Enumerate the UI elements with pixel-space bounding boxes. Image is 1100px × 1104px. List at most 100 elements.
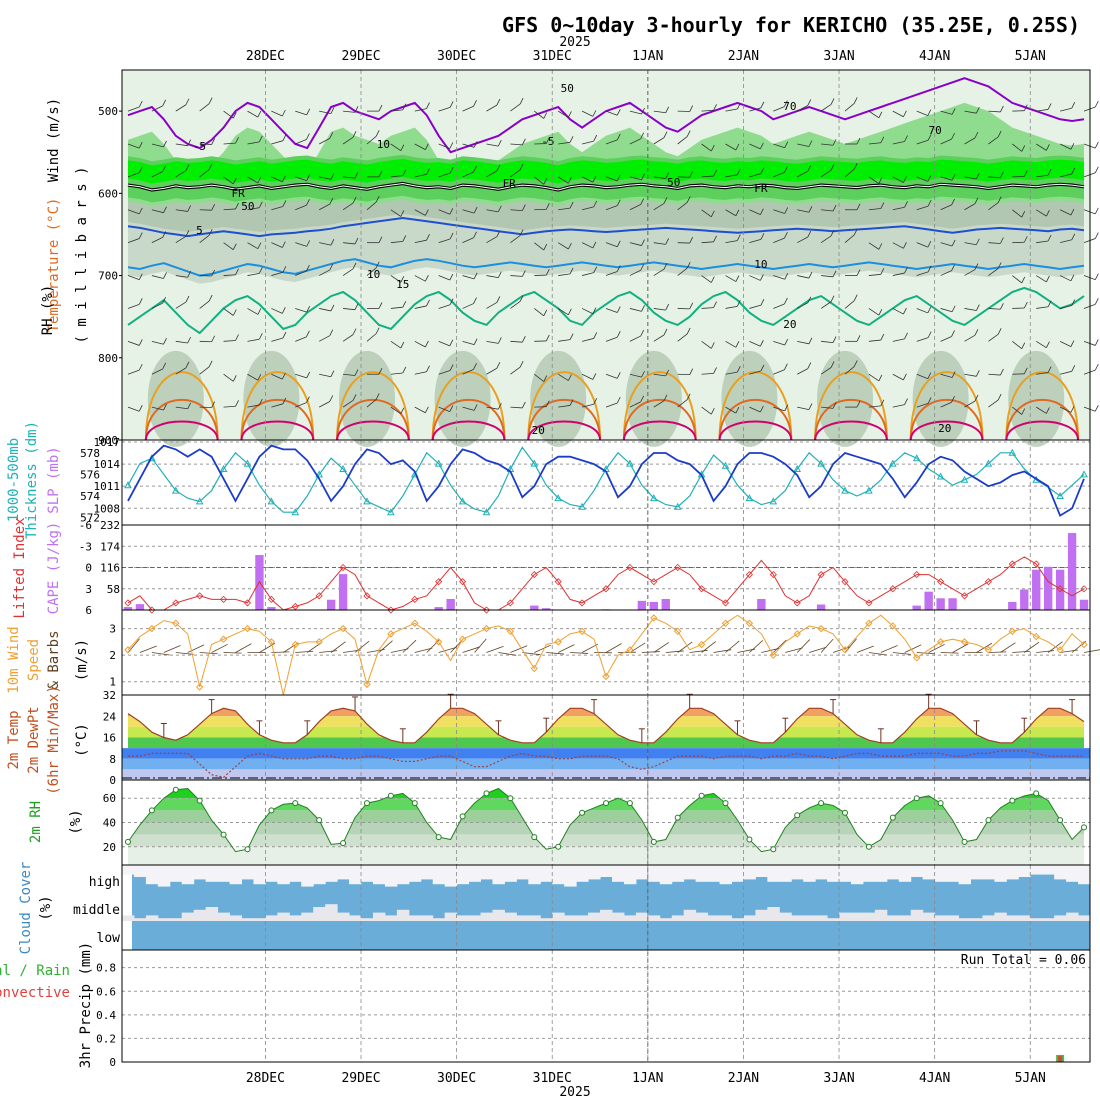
cloud-mid-clear — [385, 915, 397, 921]
cape-bar — [638, 601, 646, 610]
precip-conv-bar — [1058, 1056, 1062, 1062]
cloud-mid-clear — [815, 915, 827, 921]
cloud-mid-clear — [218, 913, 230, 921]
rh-lower-blob — [339, 351, 395, 447]
temp2m-tick-1: 24 — [103, 710, 117, 723]
precip-tick-2: 0.4 — [96, 1009, 116, 1022]
rh2m-band-3 — [122, 823, 1090, 835]
cloud-mid-clear — [230, 915, 242, 921]
date-label-top-0: 28DEC — [246, 49, 285, 64]
cloud-mid-clear — [731, 918, 743, 921]
ylabel-mb: ( m i l l i b a r s ) — [74, 166, 90, 343]
cape-bar — [1056, 570, 1064, 610]
cloud-mid-clear — [899, 915, 911, 921]
cloud-high-clear — [421, 865, 433, 879]
precip-tick-4: 0 — [109, 1056, 116, 1069]
rh-lower-blob — [435, 351, 491, 447]
wind10m-barb — [224, 653, 242, 654]
cape-tick-3: 58 — [107, 583, 120, 596]
wind10m-barb — [486, 646, 503, 652]
rh2m-point — [460, 814, 465, 819]
cloud-mid-clear — [648, 915, 660, 921]
date-label-top-3: 31DEC — [533, 49, 572, 64]
cloud-mid-clear — [289, 915, 301, 921]
wind10m-tick-2: 1 — [109, 676, 116, 689]
temp-band-3 — [122, 738, 1090, 749]
wind10m-barb — [475, 639, 487, 653]
cloud-high-clear — [827, 865, 839, 882]
rh2m-point — [317, 818, 322, 823]
cloud-high-clear — [373, 865, 385, 884]
cloud-high-clear — [636, 865, 648, 879]
cape-bar — [936, 598, 944, 610]
rh2m-point — [890, 815, 895, 820]
rh-lower-blob — [243, 351, 299, 447]
date-label-bottom-2: 30DEC — [437, 1071, 476, 1086]
date-label-bottom-6: 3JAN — [823, 1071, 854, 1086]
wind10m-barb — [642, 652, 660, 653]
cloud-mid-clear — [827, 918, 839, 921]
cloud-mid-clear — [636, 913, 648, 921]
wind10m-barb — [857, 646, 874, 652]
date-label-bottom-5: 2JAN — [728, 1071, 759, 1086]
dew-band-2 — [122, 759, 1090, 770]
upper-wind-barb-flag — [1095, 364, 1098, 370]
cape-bar — [924, 592, 932, 610]
cloud-high-clear — [349, 865, 361, 884]
upper-wind-barb-flag — [1095, 233, 1098, 239]
wind10m-barb — [797, 640, 810, 653]
cape-tick-1: 174 — [100, 540, 120, 553]
wind10m-tick-1: 2 — [109, 649, 116, 662]
wind10m-barb — [176, 653, 194, 655]
cloud-mid-clear — [146, 915, 158, 921]
run-total: Run Total = 0.06 — [961, 953, 1086, 968]
rh2m-point — [508, 796, 513, 801]
cloud-high-clear — [767, 865, 779, 882]
cloud-mid-clear — [373, 913, 385, 921]
cloud-mid-clear — [791, 915, 803, 921]
wind10m-barb — [1012, 651, 1030, 652]
cloud-high-clear — [935, 865, 947, 882]
rh2m-point — [293, 801, 298, 806]
cloud-mid-clear — [947, 915, 959, 921]
rh-lower-blob — [1008, 351, 1064, 447]
cloud-high-clear — [552, 865, 564, 884]
wind10m-barb — [1084, 649, 1100, 652]
precip-tick-3: 0.2 — [96, 1032, 116, 1045]
upper-wind-barb-flag — [1095, 142, 1098, 148]
wind10m-panel: 321 — [109, 610, 1100, 695]
contour-label-7: 10 — [754, 258, 767, 271]
wind10m-barb — [403, 640, 416, 652]
cloud-high-clear — [540, 865, 552, 882]
cloud-high-clear — [791, 865, 803, 879]
cloud-mid-clear — [242, 918, 254, 921]
rh2m-point — [604, 801, 609, 806]
wind10m-barb — [654, 642, 669, 652]
cloud-high-clear — [911, 865, 923, 877]
cloud-mid-clear — [325, 904, 337, 921]
rh2m-tick-1: 40 — [103, 817, 116, 830]
cloud-high-clear — [481, 865, 493, 879]
rh2m-point — [173, 787, 178, 792]
date-label-bottom-8: 5JAN — [1015, 1071, 1046, 1086]
cloud-high-clear — [504, 865, 516, 882]
cloud-mid-clear — [134, 918, 146, 921]
rh2m-point — [986, 818, 991, 823]
temp2m-tick-0: 32 — [103, 689, 116, 702]
rh2m-point — [149, 808, 154, 813]
cloud-mid-clear — [755, 910, 767, 921]
date-label-bottom-0: 28DEC — [246, 1071, 285, 1086]
cloud-high-clear — [206, 865, 218, 882]
cloud-mid-clear — [779, 913, 791, 921]
cloud-high-clear — [1018, 865, 1030, 877]
ylabel-dewpt2m: 2m DewPt — [26, 706, 42, 773]
cloud-mid-clear — [600, 910, 612, 921]
wind10m-barb — [331, 642, 345, 653]
cloud-mid-clear — [528, 915, 540, 921]
cloud-high-clear — [887, 865, 899, 879]
cloud-high-clear — [528, 865, 540, 884]
wind10m-barb — [881, 645, 898, 652]
date-label-top-1: 29DEC — [341, 49, 380, 64]
